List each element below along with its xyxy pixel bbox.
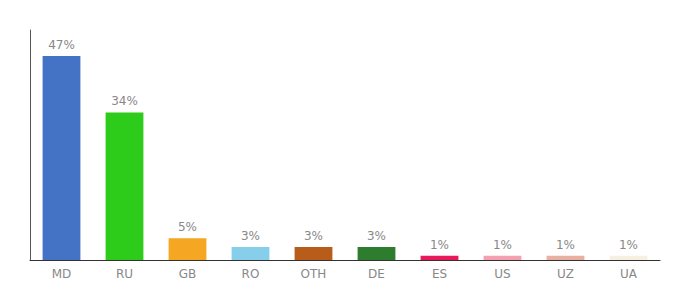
svg-text:3%: 3% [241, 229, 260, 243]
svg-text:DE: DE [368, 267, 385, 281]
svg-text:1%: 1% [556, 238, 575, 252]
svg-text:RO: RO [242, 267, 260, 281]
svg-text:ES: ES [432, 267, 447, 281]
svg-text:1%: 1% [619, 238, 638, 252]
svg-text:3%: 3% [367, 229, 386, 243]
svg-text:3%: 3% [304, 229, 323, 243]
svg-text:1%: 1% [430, 238, 449, 252]
svg-text:5%: 5% [178, 220, 197, 234]
svg-text:34%: 34% [111, 94, 138, 108]
svg-text:UZ: UZ [557, 267, 574, 281]
svg-text:US: US [494, 267, 510, 281]
svg-text:UA: UA [620, 267, 638, 281]
svg-text:GB: GB [179, 267, 197, 281]
svg-text:MD: MD [52, 267, 72, 281]
svg-text:47%: 47% [48, 38, 75, 52]
svg-text:OTH: OTH [301, 267, 327, 281]
svg-text:RU: RU [116, 267, 133, 281]
svg-text:1%: 1% [493, 238, 512, 252]
